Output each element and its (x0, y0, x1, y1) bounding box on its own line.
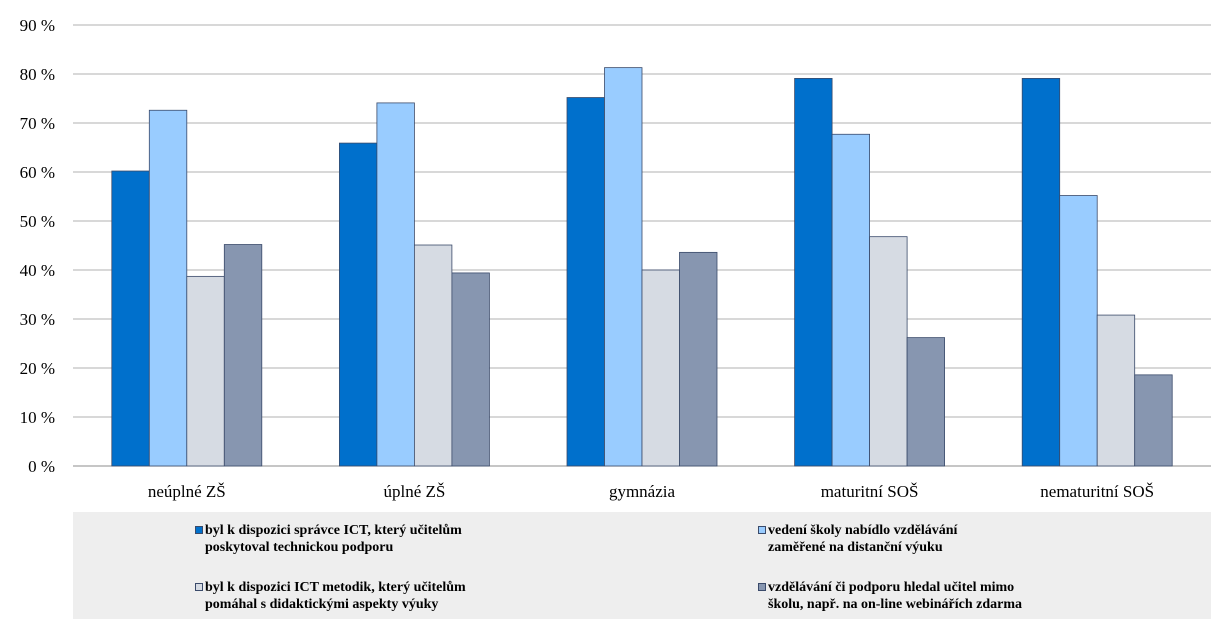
bar (1096, 314, 1136, 467)
legend-label: byl k dispozici ICT metodik, který učite… (205, 580, 466, 595)
legend-label: byl k dispozici správce ICT, který učite… (205, 523, 462, 538)
legend-label: školu, např. na on-line webinářích zdarm… (768, 597, 1022, 612)
legend-item: byl k dispozici ICT metodik, který učite… (195, 579, 466, 613)
x-tick-label: gymnázia (609, 482, 676, 501)
bar (906, 337, 945, 467)
bar (831, 133, 870, 467)
y-tick-label: 40 % (20, 261, 55, 280)
y-tick-label: 70 % (20, 114, 55, 133)
x-tick-label: maturitní SOŠ (821, 482, 919, 501)
y-tick-label: 0 % (28, 457, 55, 476)
x-tick-label: nematuritní SOŠ (1040, 482, 1154, 501)
legend-label: vzdělávání či podporu hledal učitel mimo (768, 580, 1015, 595)
y-tick-label: 30 % (20, 310, 55, 329)
bar-chart: 0 %10 %20 %30 %40 %50 %60 %70 %80 %90 % … (20, 16, 1211, 501)
legend-swatch (758, 583, 766, 591)
x-axis: neúplné ZŠ úplné ZŠ gymnázia maturitní SOŠ n… (148, 482, 1154, 501)
bar (869, 236, 908, 467)
bars (111, 67, 1173, 467)
bar (413, 244, 453, 467)
legend: byl k dispozici správce ICT, který učite… (73, 512, 1211, 619)
y-tick-label: 90 % (20, 16, 55, 35)
bar (223, 244, 263, 467)
bar (111, 170, 150, 467)
bar (566, 97, 605, 467)
bar (338, 142, 378, 467)
x-tick-label: neúplné ZŠ (148, 482, 226, 501)
bar (641, 269, 680, 467)
legend-swatch (195, 583, 203, 591)
legend-item: vzdělávání či podporu hledal učitel mimo… (758, 579, 1022, 613)
legend-label: vedení školy nabídlo vzdělávání (768, 523, 958, 538)
legend-item: vedení školy nabídlo vzdělávání zaměřené … (758, 522, 958, 556)
y-tick-label: 10 % (20, 408, 55, 427)
legend-swatch (758, 526, 766, 534)
bar (1059, 195, 1098, 467)
y-tick-label: 20 % (20, 359, 55, 378)
legend-label: pomáhal s didaktickými aspekty výuky (205, 597, 439, 612)
legend-item: byl k dispozici správce ICT, který učite… (195, 522, 462, 556)
legend-label: zaměřené na distanční výuku (768, 540, 943, 555)
bar (148, 109, 188, 467)
bar (679, 251, 718, 467)
bar (1021, 78, 1061, 467)
bar (794, 78, 833, 467)
legend-swatch (195, 526, 203, 534)
legend-label: poskytoval technickou podporu (205, 540, 394, 555)
x-tick-label: úplné ZŠ (383, 482, 445, 501)
bar (604, 67, 643, 467)
bar (1134, 374, 1173, 467)
bar (451, 272, 490, 467)
bar (376, 102, 415, 467)
y-tick-label: 60 % (20, 163, 55, 182)
y-tick-label: 50 % (20, 212, 55, 231)
bar (186, 275, 225, 467)
y-axis: 0 % 10 % 20 % 30 % 40 % 50 % 60 % 70 % 80 % 90 % (20, 16, 55, 476)
y-tick-label: 80 % (20, 65, 55, 84)
